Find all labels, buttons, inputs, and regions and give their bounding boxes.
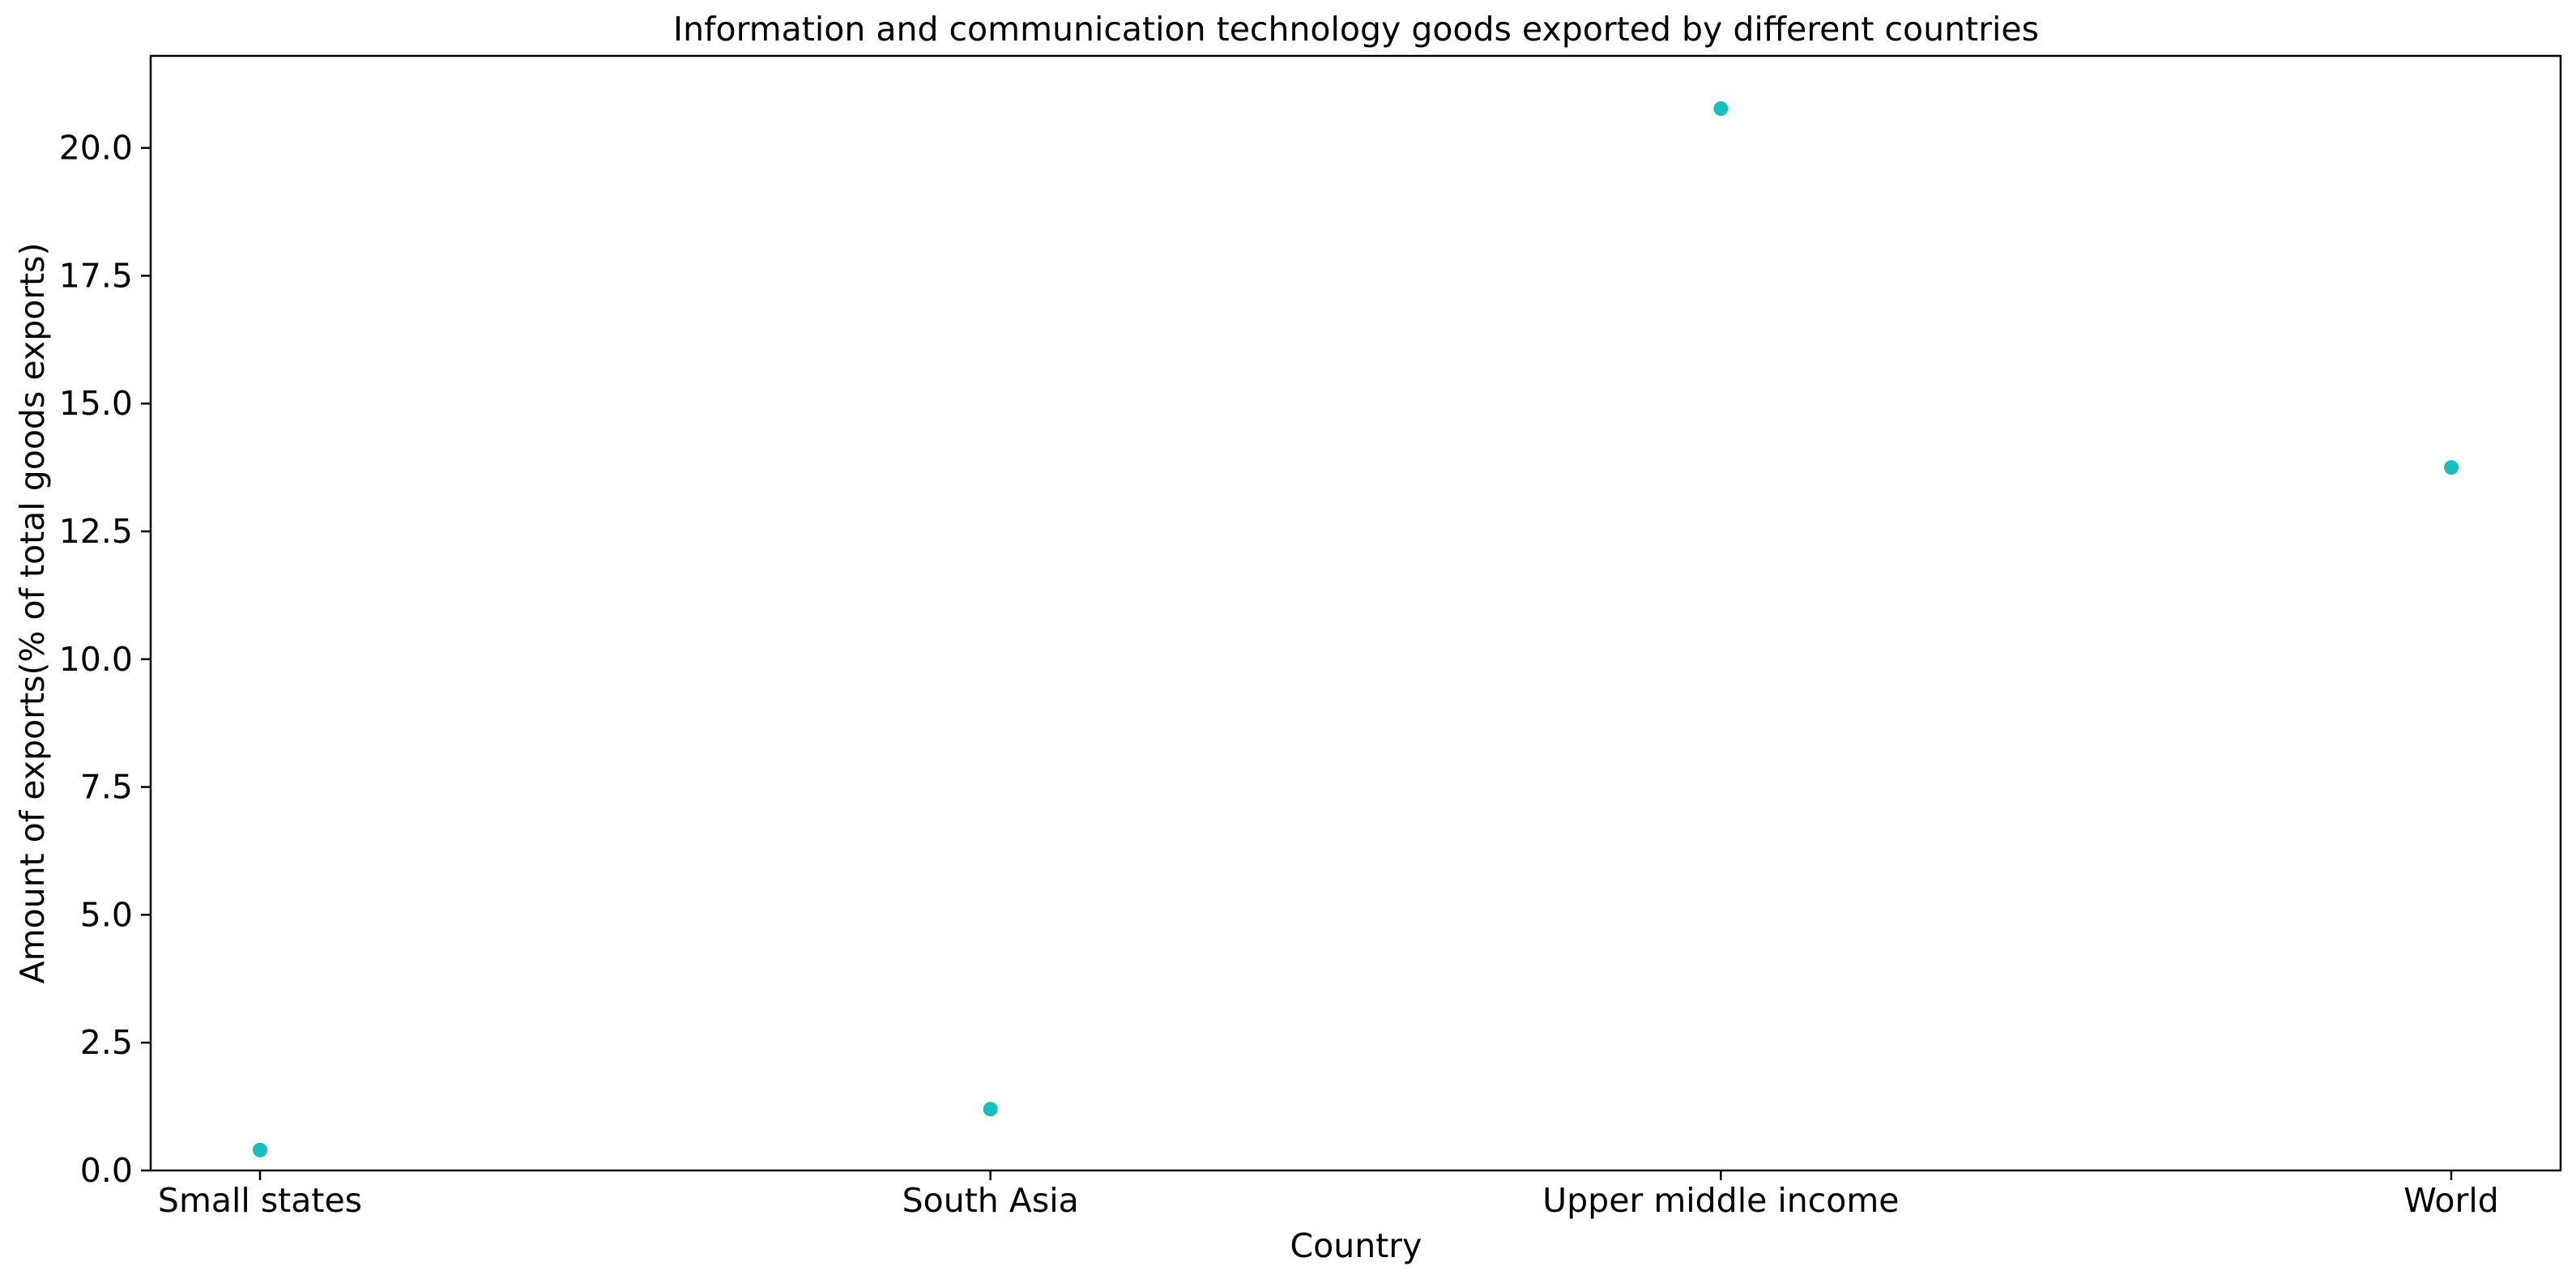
y-tick-label: 5.0 <box>80 895 133 934</box>
y-axis: 0.0 2.5 5.0 7.5 10.0 12.5 15.0 17.5 20.0 <box>59 129 151 1190</box>
data-points <box>253 101 2459 1157</box>
y-tick-label: 7.5 <box>80 768 133 807</box>
y-tick-label: 20.0 <box>59 129 133 168</box>
data-point <box>2444 460 2459 475</box>
data-point <box>1713 101 1729 117</box>
y-tick-label: 12.5 <box>59 512 133 551</box>
plot-frame <box>149 54 2562 1172</box>
x-tick-label: Small states <box>158 1181 362 1220</box>
x-tick-label: South Asia <box>902 1181 1079 1220</box>
y-tick-label: 0.0 <box>80 1151 133 1190</box>
data-point <box>253 1142 267 1157</box>
y-tick-label: 15.0 <box>59 384 133 423</box>
y-tick-label: 2.5 <box>80 1023 133 1062</box>
plot-area <box>149 54 2562 1172</box>
x-axis-title: Country <box>1290 1226 1422 1265</box>
y-tick-label: 17.5 <box>59 256 133 295</box>
x-tick-label: World <box>2403 1181 2499 1220</box>
y-axis-title: Amount of exports(% of total goods expor… <box>13 243 52 984</box>
y-tick-label: 10.0 <box>59 640 133 679</box>
data-point <box>983 1102 998 1117</box>
x-axis: Small states South Asia Upper middle incom… <box>158 1170 2499 1220</box>
x-tick-label: Upper middle income <box>1542 1181 1899 1220</box>
chart-title: Information and communication technology… <box>673 10 2039 49</box>
